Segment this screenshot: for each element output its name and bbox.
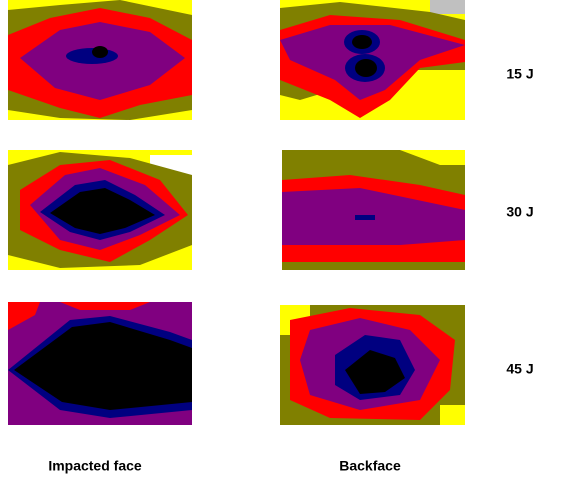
cscan-impacted-30 — [8, 150, 192, 270]
energy-label: 30 J — [506, 204, 533, 220]
cscan-backface-30 — [282, 150, 465, 270]
cscan-backface-45 — [280, 305, 465, 425]
cscan-impacted-45 — [8, 302, 192, 425]
energy-label: 45 J — [506, 361, 533, 377]
column-label: Impacted face — [48, 458, 142, 474]
energy-label: 15 J — [506, 66, 533, 82]
column-label: Backface — [339, 458, 401, 474]
cscan-backface-15 — [280, 0, 465, 120]
cscan-impacted-15 — [8, 0, 192, 120]
